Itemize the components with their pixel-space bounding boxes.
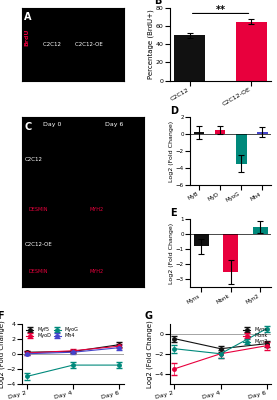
Text: MYH2: MYH2 [89,206,103,212]
Y-axis label: Log2 (Fold Change): Log2 (Fold Change) [0,320,5,388]
Text: DESMIN: DESMIN [28,269,48,274]
Text: C2C12        C2C12-OE: C2C12 C2C12-OE [43,42,103,47]
Text: Day 0: Day 0 [43,122,62,127]
Bar [174,35,205,80]
Text: **: ** [216,4,225,14]
Y-axis label: Percentage (BrdU+): Percentage (BrdU+) [148,10,154,79]
Bar [253,226,268,234]
Bar [257,132,268,134]
Legend: Myns, Monk, Myn2: Myns, Monk, Myn2 [242,326,269,346]
Text: C2C12-OE: C2C12-OE [25,242,52,247]
Bar [236,22,267,80]
Text: MYH2: MYH2 [89,269,103,274]
Text: C: C [25,122,32,132]
Text: Day 6: Day 6 [104,122,123,127]
Y-axis label: Log2 (Fold Change): Log2 (Fold Change) [169,222,174,284]
Text: G: G [144,311,152,321]
Text: DESMIN: DESMIN [28,206,48,212]
Bar [223,234,238,272]
Y-axis label: Log2 (Fold Change): Log2 (Fold Change) [146,320,153,388]
Y-axis label: Log2 (Fold Change): Log2 (Fold Change) [169,120,174,182]
Legend: Myf5, MyoD, MyoG, Mh4: Myf5, MyoD, MyoG, Mh4 [25,326,80,340]
Text: BrdU: BrdU [24,28,29,46]
Bar [215,130,225,134]
Bar [194,234,209,246]
Text: D: D [170,106,178,116]
Text: A: A [24,12,32,22]
Text: B: B [155,0,162,6]
Text: F: F [0,311,3,321]
Bar [194,132,204,134]
Text: C2C12: C2C12 [25,157,43,162]
Bar [236,134,247,164]
Text: E: E [170,208,176,218]
